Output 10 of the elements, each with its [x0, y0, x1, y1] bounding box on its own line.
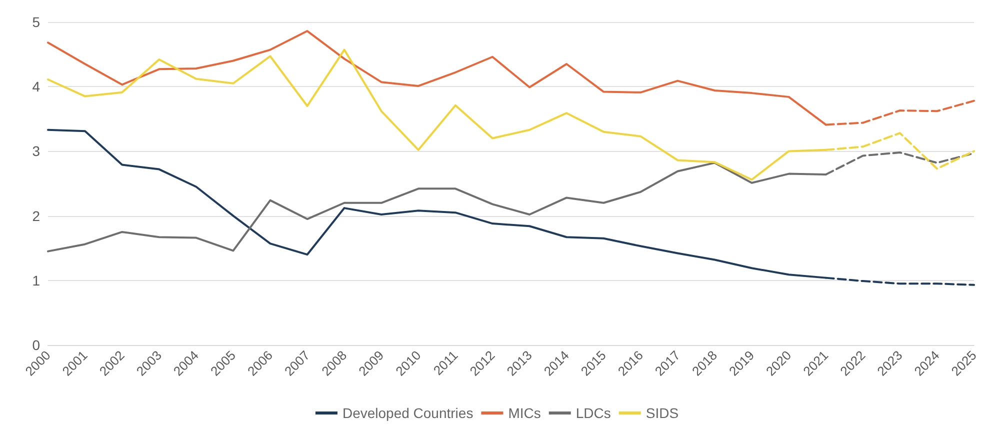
y-tick-label: 5: [32, 14, 40, 30]
y-tick-label: 0: [32, 337, 40, 353]
legend-label: LDCs: [576, 405, 611, 421]
y-tick-label: 1: [32, 272, 40, 288]
legend-label: SIDS: [646, 405, 679, 421]
y-tick-label: 2: [32, 208, 40, 224]
legend-label: Developed Countries: [342, 405, 474, 421]
legend-label: MICs: [508, 405, 541, 421]
y-tick-label: 4: [32, 78, 40, 95]
y-tick-label: 3: [32, 143, 40, 160]
